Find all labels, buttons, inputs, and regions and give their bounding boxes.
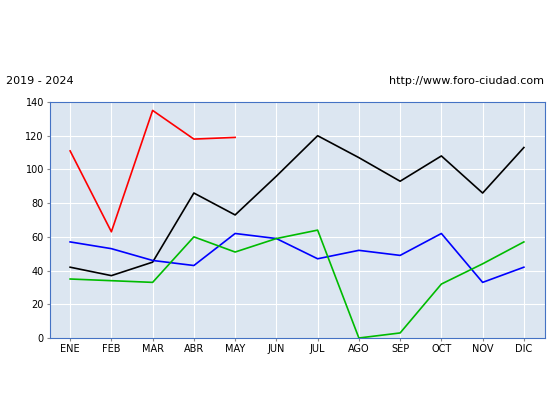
Text: Evolucion Nº Turistas Extranjeros en el municipio de Santa Maria de Martorelles: Evolucion Nº Turistas Extranjeros en el … bbox=[25, 26, 525, 38]
Text: 2019 - 2024: 2019 - 2024 bbox=[6, 76, 73, 86]
Text: http://www.foro-ciudad.com: http://www.foro-ciudad.com bbox=[389, 76, 544, 86]
